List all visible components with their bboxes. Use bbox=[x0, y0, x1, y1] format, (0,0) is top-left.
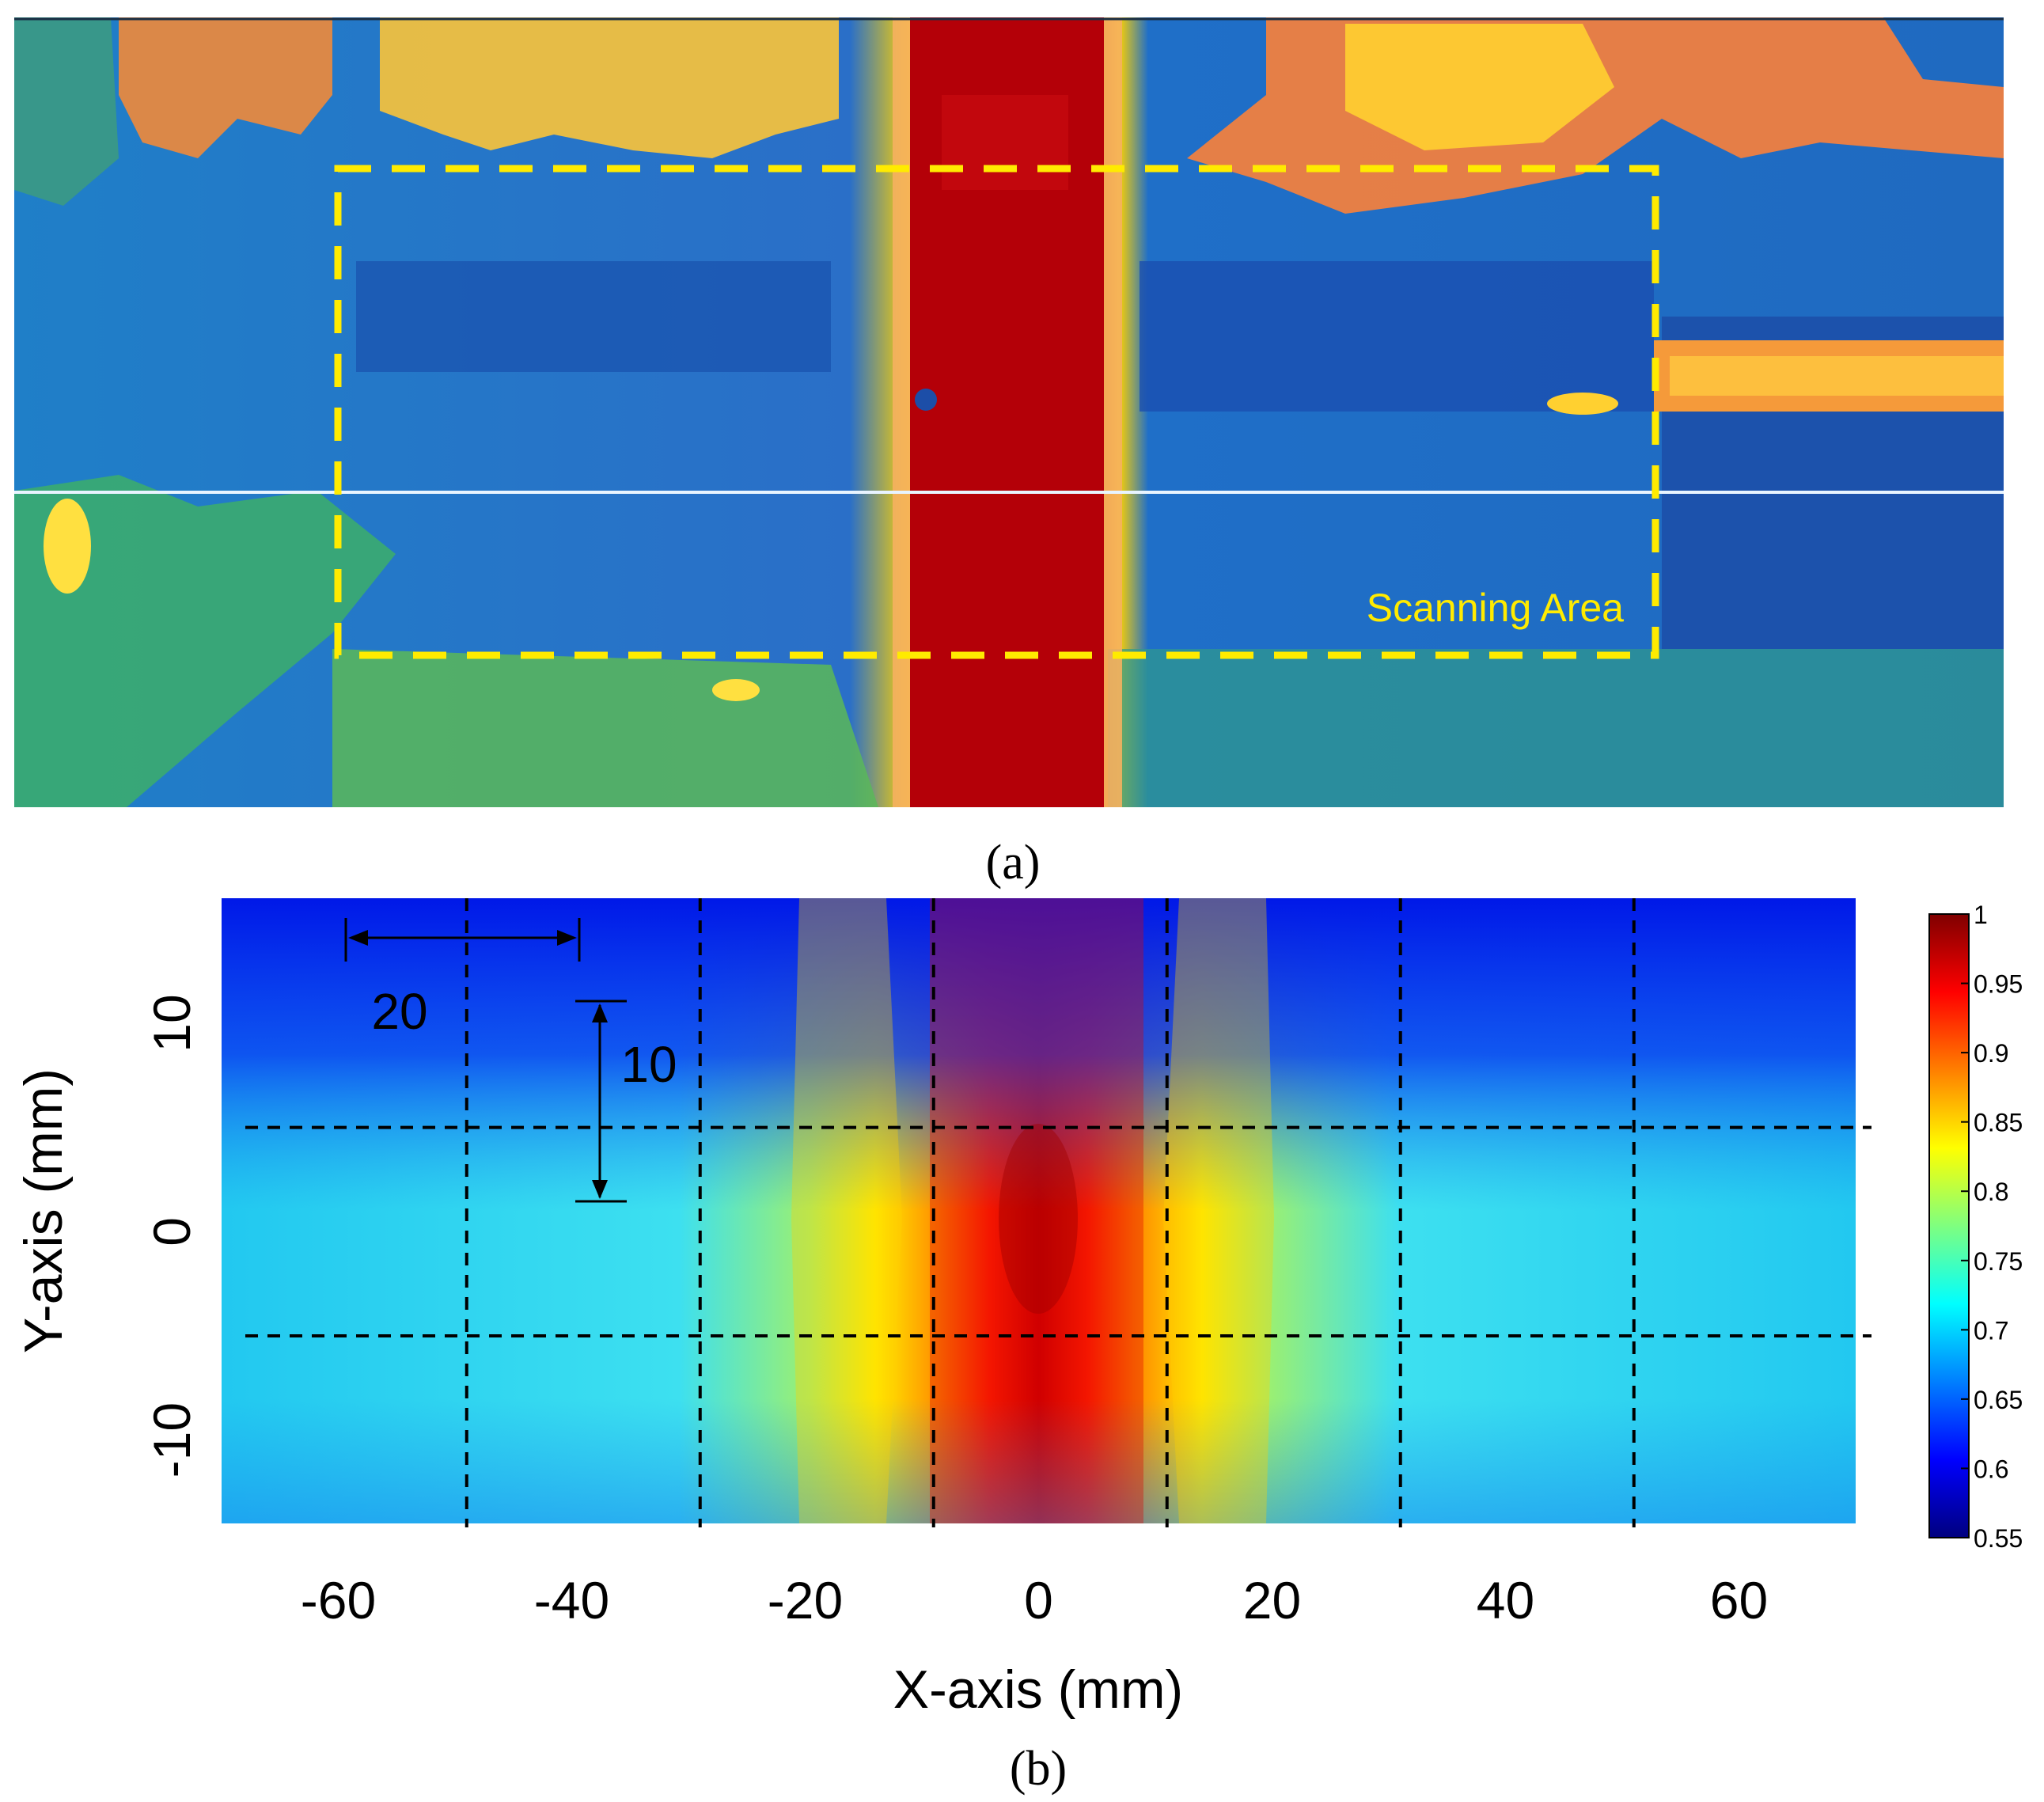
x-tick-label: 20 bbox=[1243, 1571, 1301, 1629]
colorbar-tick-label: 0.95 bbox=[1974, 970, 2023, 999]
y-tick-labels: 10 0 -10 bbox=[142, 994, 201, 1478]
scanning-area-label: Scanning Area bbox=[1367, 586, 1624, 630]
dark-region bbox=[1140, 261, 1654, 412]
panel-b-label: (b) bbox=[1010, 1742, 1067, 1796]
warm-region bbox=[1345, 24, 1614, 150]
x-tick-label: -20 bbox=[768, 1571, 843, 1629]
y-tick-label: -10 bbox=[142, 1402, 201, 1478]
dimension-y: 10 bbox=[575, 1000, 677, 1203]
y-tick-label: 0 bbox=[142, 1217, 201, 1246]
colorbar-tick-label: 1 bbox=[1974, 901, 1988, 929]
scanning-area-box bbox=[334, 165, 1659, 659]
arrow-right-icon bbox=[557, 930, 577, 946]
panel-b-heatmap: -60 -40 -20 0 20 40 60 10 0 -10 bbox=[142, 898, 1871, 1629]
grid-lines bbox=[245, 898, 1871, 1527]
field-peak bbox=[999, 1124, 1078, 1314]
field-map-shading bbox=[222, 898, 1856, 1523]
colorbar bbox=[1928, 913, 1970, 1538]
x-tick-label: -40 bbox=[534, 1571, 609, 1629]
dimension-y-label: 10 bbox=[620, 1036, 677, 1093]
green-region bbox=[1108, 649, 2004, 807]
y-axis-label: Y-axis (mm) bbox=[13, 1068, 74, 1353]
x-tick-label: -60 bbox=[301, 1571, 376, 1629]
hot-spot bbox=[712, 679, 760, 701]
dimension-x: 20 bbox=[344, 918, 581, 1040]
dark-region bbox=[356, 261, 831, 372]
x-tick-label: 40 bbox=[1477, 1571, 1534, 1629]
colorbar-tick-label: 0.9 bbox=[1974, 1039, 2008, 1068]
green-region bbox=[14, 17, 119, 206]
x-tick-label: 60 bbox=[1710, 1571, 1768, 1629]
y-tick-label: 10 bbox=[142, 994, 201, 1052]
panel-a-heatmap bbox=[14, 17, 2004, 807]
x-tick-labels: -60 -40 -20 0 20 40 60 bbox=[301, 1571, 1768, 1629]
hot-spot bbox=[44, 499, 91, 594]
colorbar-tick-label: 0.85 bbox=[1974, 1109, 2023, 1137]
colorbar-tick-labels: 1 0.95 0.9 0.85 0.8 0.75 0.7 0.65 0.6 0.55 bbox=[1961, 901, 2023, 1553]
hot-band-core bbox=[942, 95, 1068, 190]
colorbar-tick-label: 0.65 bbox=[1974, 1386, 2023, 1414]
panel-a-label: (a) bbox=[986, 836, 1041, 890]
arrow-up-icon bbox=[592, 1003, 608, 1022]
field-lobe bbox=[791, 898, 902, 1523]
warm-region bbox=[380, 17, 839, 158]
colorbar-tick-label: 0.75 bbox=[1974, 1247, 2023, 1276]
colorbar-tick-label: 0.6 bbox=[1974, 1455, 2008, 1483]
hot-spot bbox=[1547, 393, 1618, 415]
hot-band-spot bbox=[915, 389, 937, 411]
x-tick-label: 0 bbox=[1024, 1571, 1053, 1629]
dimension-x-label: 20 bbox=[371, 983, 427, 1040]
colorbar-tick-label: 0.55 bbox=[1974, 1524, 2023, 1553]
arrow-down-icon bbox=[592, 1180, 608, 1199]
green-region bbox=[332, 649, 878, 807]
field-lobe bbox=[1163, 898, 1274, 1523]
green-region bbox=[14, 475, 396, 807]
warm-region bbox=[119, 17, 332, 158]
colorbar-tick-label: 0.8 bbox=[1974, 1178, 2008, 1206]
field-core bbox=[930, 898, 1143, 1523]
warm-strip-core bbox=[1670, 356, 2004, 396]
x-axis-label: X-axis (mm) bbox=[893, 1660, 1183, 1720]
arrow-left-icon bbox=[348, 930, 368, 946]
colorbar-tick-label: 0.7 bbox=[1974, 1316, 2008, 1345]
